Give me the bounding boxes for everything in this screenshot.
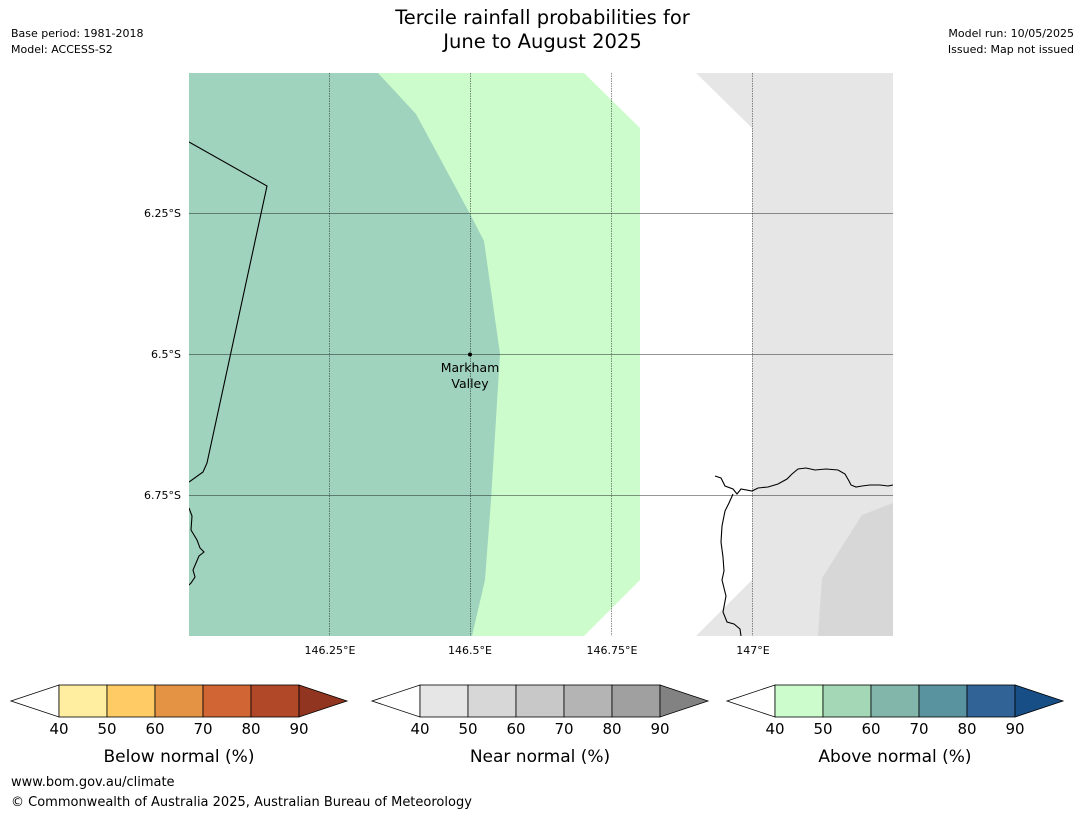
colorbar-extend-low [725,684,776,718]
near-normal-region-high [818,503,893,636]
lon-label: 146.75°E [587,644,638,657]
colorbar-extend-high [1014,684,1065,718]
colorbar-box [918,684,968,718]
base-period: Base period: 1981-2018 [11,27,144,40]
place-label-line-1: Markham [441,360,500,375]
footer-website[interactable]: www.bom.gov.au/climate [11,775,175,790]
colorbar-tick-label: 40 [49,720,68,738]
colorbar-box [106,684,156,718]
colorbar-tick-label: 70 [554,720,573,738]
model-name: Model: ACCESS-S2 [11,43,113,56]
title-line-1: Tercile rainfall probabilities for [395,6,690,29]
map-title: Tercile rainfall probabilities for June … [0,6,1085,54]
meta-left: Base period: 1981-2018 Model: ACCESS-S2 [11,26,143,58]
model-run: Model run: 10/05/2025 [948,27,1074,40]
footer-copyright: © Commonwealth of Australia 2025, Austra… [11,795,472,810]
colorbar-tick-label: 80 [602,720,621,738]
colorbar-box [202,684,252,718]
colorbar-box [966,684,1016,718]
colorbar-box [774,684,824,718]
colorbar-tick-label: 50 [97,720,116,738]
colorbar-tick-label: 90 [289,720,308,738]
province-boundary [189,141,268,483]
colorbar-box [250,684,300,718]
colorbar-tick-label: 60 [861,720,880,738]
title-line-2: June to August 2025 [443,30,642,53]
colorbar-tick-label: 50 [458,720,477,738]
place-marker [468,352,472,357]
colorbar-tick-label: 60 [506,720,525,738]
lon-label: 146.25°E [305,644,356,657]
lon-label: 147°E [736,644,769,657]
colorbar-box [419,684,469,718]
boundaries [189,141,893,636]
issued-status: Issued: Map not issued [947,43,1074,56]
lon-label: 146.5°E [448,644,492,657]
colorbar-tick-label: 50 [813,720,832,738]
colorbar-box [563,684,613,718]
colorbar-extend-low [9,684,60,718]
colorbar-tick-label: 80 [957,720,976,738]
colorbar-tick-label: 90 [650,720,669,738]
colorbar-tick-label: 70 [909,720,928,738]
colorbar-tick-label: 40 [765,720,784,738]
colorbar-extend-high [298,684,349,718]
colorbar-title: Below normal (%) [104,747,255,767]
colorbar-box [515,684,565,718]
colorbar-box [58,684,108,718]
lat-label: 6.75°S [144,489,181,502]
place-label-line-2: Valley [451,376,489,391]
colorbar-box [611,684,661,718]
colorbar-below: 40 50 60 70 80 90 Below normal (%) [9,684,349,767]
colorbar-box [154,684,204,718]
colorbar-box [822,684,872,718]
lat-label: 6.5°S [151,348,181,361]
colorbar-box [467,684,517,718]
colorbar-tick-label: 90 [1005,720,1024,738]
colorbar-extend-low [370,684,421,718]
colorbar-title: Above normal (%) [818,747,971,767]
coastline-east [714,467,893,636]
colorbar-box [870,684,920,718]
colorbar-tick-label: 70 [193,720,212,738]
lat-label: 6.25°S [144,207,181,220]
colorbar-near: 40 50 60 70 80 90 Near normal (%) [370,684,710,767]
colorbar-tick-label: 60 [145,720,164,738]
colorbar-title: Near normal (%) [470,747,610,767]
colorbar-tick-label: 80 [241,720,260,738]
colorbar-tick-label: 40 [410,720,429,738]
meta-right: Model run: 10/05/2025 Issued: Map not is… [948,26,1074,58]
colorbar-above: 40 50 60 70 80 90 Above normal (%) [725,684,1065,767]
coastline-west [189,507,205,586]
colorbar-extend-high [659,684,710,718]
